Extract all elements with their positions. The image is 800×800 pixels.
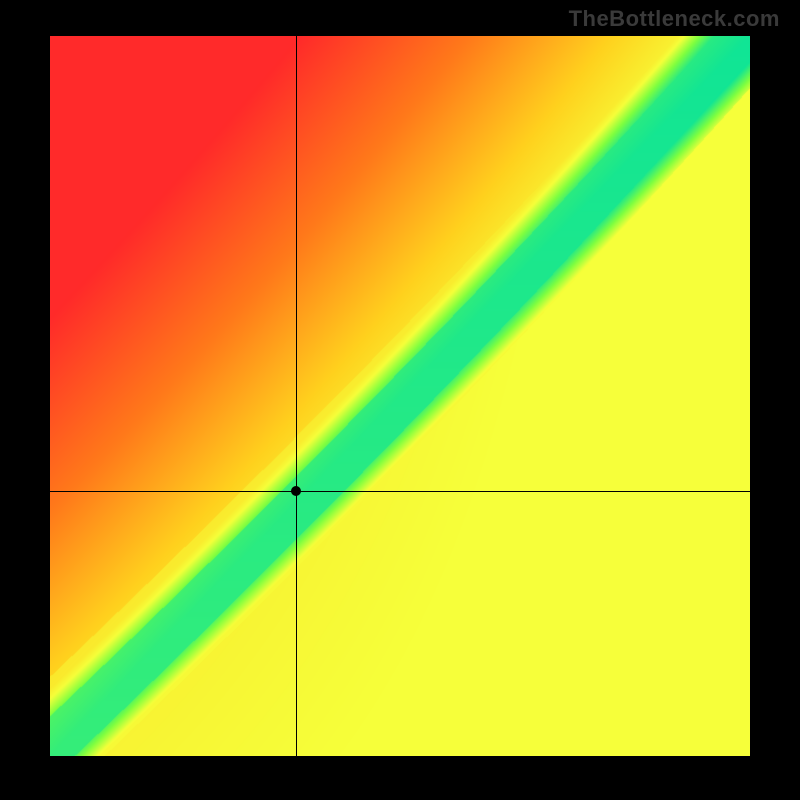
watermark-text: TheBottleneck.com bbox=[569, 6, 780, 32]
heatmap-plot bbox=[50, 36, 750, 756]
crosshair-horizontal bbox=[50, 491, 750, 492]
heatmap-canvas bbox=[50, 36, 750, 756]
crosshair-vertical bbox=[296, 36, 297, 756]
crosshair-marker bbox=[291, 486, 301, 496]
figure-container: TheBottleneck.com bbox=[0, 0, 800, 800]
